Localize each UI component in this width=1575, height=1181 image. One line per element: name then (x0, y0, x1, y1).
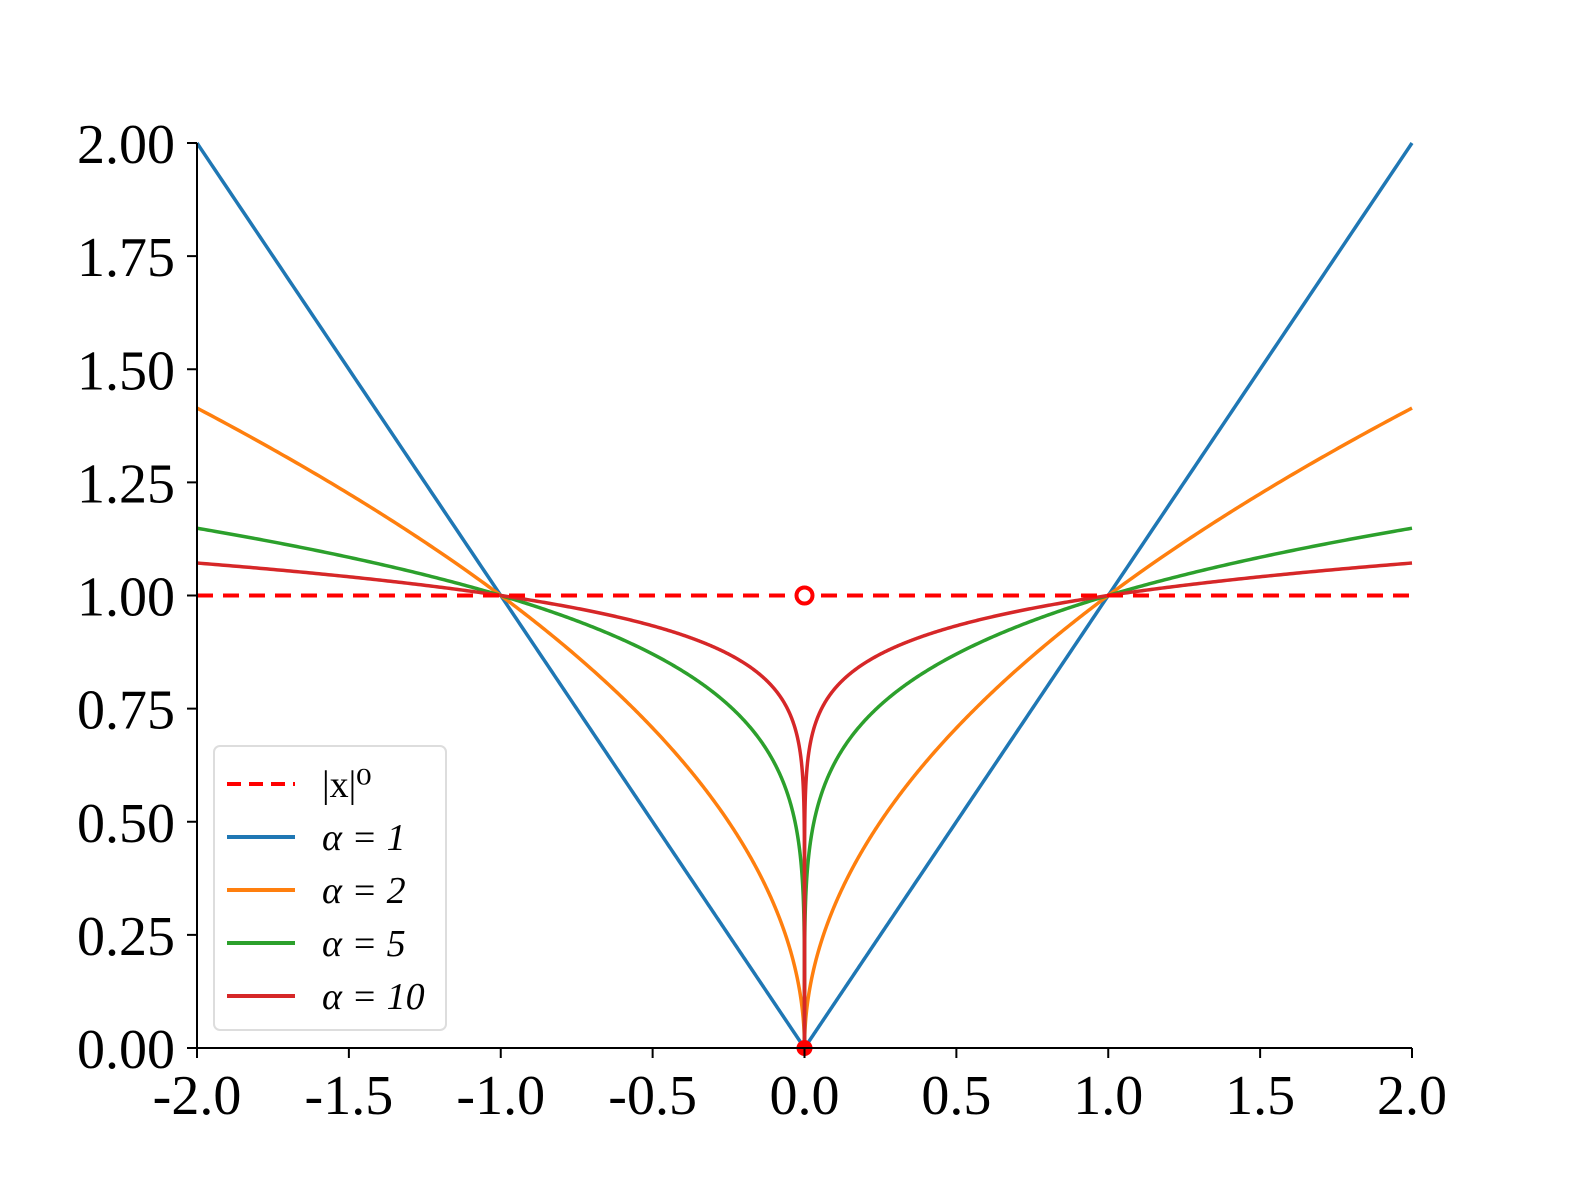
series-alpha-10 (196, 561, 1413, 1048)
y-tick-label: 0.75 (77, 680, 175, 742)
legend-label: α = 1 (322, 817, 406, 859)
series-alpha-2 (196, 406, 1413, 1048)
x-tick-label: -1.5 (305, 1065, 394, 1127)
series-layer (195, 142, 1414, 1056)
legend-label: α = 5 (322, 923, 406, 965)
y-tick-label: 1.25 (77, 453, 175, 515)
y-tick-label: 1.50 (77, 340, 175, 402)
series-line-alpha-2-left (196, 406, 807, 1048)
series-line-alpha-5-right (802, 526, 1413, 1048)
y-tick-label: 1.00 (77, 567, 175, 629)
x-tick-label: 0.5 (921, 1065, 991, 1127)
x-tick-label: -0.5 (608, 1065, 697, 1127)
legend: |x|⁰ α = 1 α = 2 α = 5 α = 10 (213, 745, 447, 1031)
tick-labels: -2.0 -1.5 -1.0 -0.5 0.0 0.5 1.0 1.5 2.0 0.00 0.25 0… (77, 114, 1447, 1127)
y-tick-label: 2.00 (77, 114, 175, 176)
series-line-alpha-10-left (196, 561, 807, 1048)
x-tick-label: 1.5 (1225, 1065, 1295, 1127)
x-tick-label: 2.0 (1377, 1065, 1447, 1127)
y-tick-label: 1.75 (77, 227, 175, 289)
series-line-alpha-5-left (196, 526, 807, 1048)
y-tick-label: 0.50 (77, 793, 175, 855)
x-tick-label: 1.0 (1073, 1065, 1143, 1127)
legend-label: α = 2 (322, 870, 406, 912)
x-tick-label: -2.0 (153, 1065, 242, 1127)
open-point-marker (794, 585, 815, 606)
x-tick-label: -1.0 (456, 1065, 545, 1127)
legend-label: |x|⁰ (322, 764, 371, 806)
legend-box (213, 745, 447, 1031)
y-tick-label: 0.00 (77, 1019, 175, 1081)
series-alpha-5 (196, 526, 1413, 1048)
series-line-alpha-10-right (802, 561, 1413, 1048)
x-tick-label: 0.0 (770, 1065, 840, 1127)
y-tick-label: 0.25 (77, 906, 175, 968)
legend-label: α = 10 (322, 976, 425, 1018)
series-line-alpha-2-right (802, 406, 1413, 1048)
